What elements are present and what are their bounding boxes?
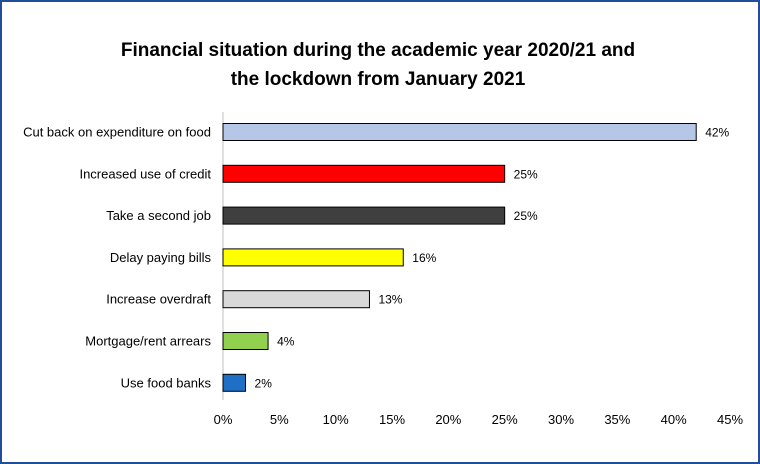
x-tick-label: 5% xyxy=(270,412,289,427)
x-tick-label: 10% xyxy=(323,412,349,427)
category-label: Take a second job xyxy=(106,208,211,223)
x-tick-label: 35% xyxy=(604,412,630,427)
bar xyxy=(222,206,506,225)
x-tick-label: 0% xyxy=(214,412,233,427)
data-label: 25% xyxy=(514,167,538,181)
chart-title-line-2: the lockdown from January 2021 xyxy=(230,69,526,90)
category-label: Increased use of credit xyxy=(79,166,211,181)
bar xyxy=(222,290,370,309)
bar xyxy=(222,123,697,141)
x-tick-label: 20% xyxy=(435,412,461,427)
x-tick-label: 15% xyxy=(379,412,405,427)
data-label: 13% xyxy=(378,293,402,307)
bar xyxy=(222,164,506,183)
x-tick-label: 40% xyxy=(661,412,687,427)
chart-title-line-1: Financial situation during the academic … xyxy=(120,40,636,61)
chart-title: Financial situation during the academic … xyxy=(0,36,756,94)
category-label: Delay paying bills xyxy=(110,250,212,265)
data-label: 42% xyxy=(705,126,729,140)
x-tick-label: 30% xyxy=(548,412,574,427)
x-tick-label: 45% xyxy=(717,412,743,427)
data-label: 25% xyxy=(514,209,538,223)
category-label: Increase overdraft xyxy=(106,292,211,307)
bar xyxy=(222,248,404,267)
category-label: Cut back on expenditure on food xyxy=(23,125,211,140)
x-tick-label: 25% xyxy=(492,412,518,427)
data-label: 2% xyxy=(255,376,273,390)
bar xyxy=(222,373,247,392)
data-label: 4% xyxy=(277,335,295,349)
data-label: 16% xyxy=(412,251,436,265)
category-label: Use food banks xyxy=(121,375,212,390)
bar xyxy=(222,332,269,350)
category-label: Mortgage/rent arrears xyxy=(85,334,211,349)
